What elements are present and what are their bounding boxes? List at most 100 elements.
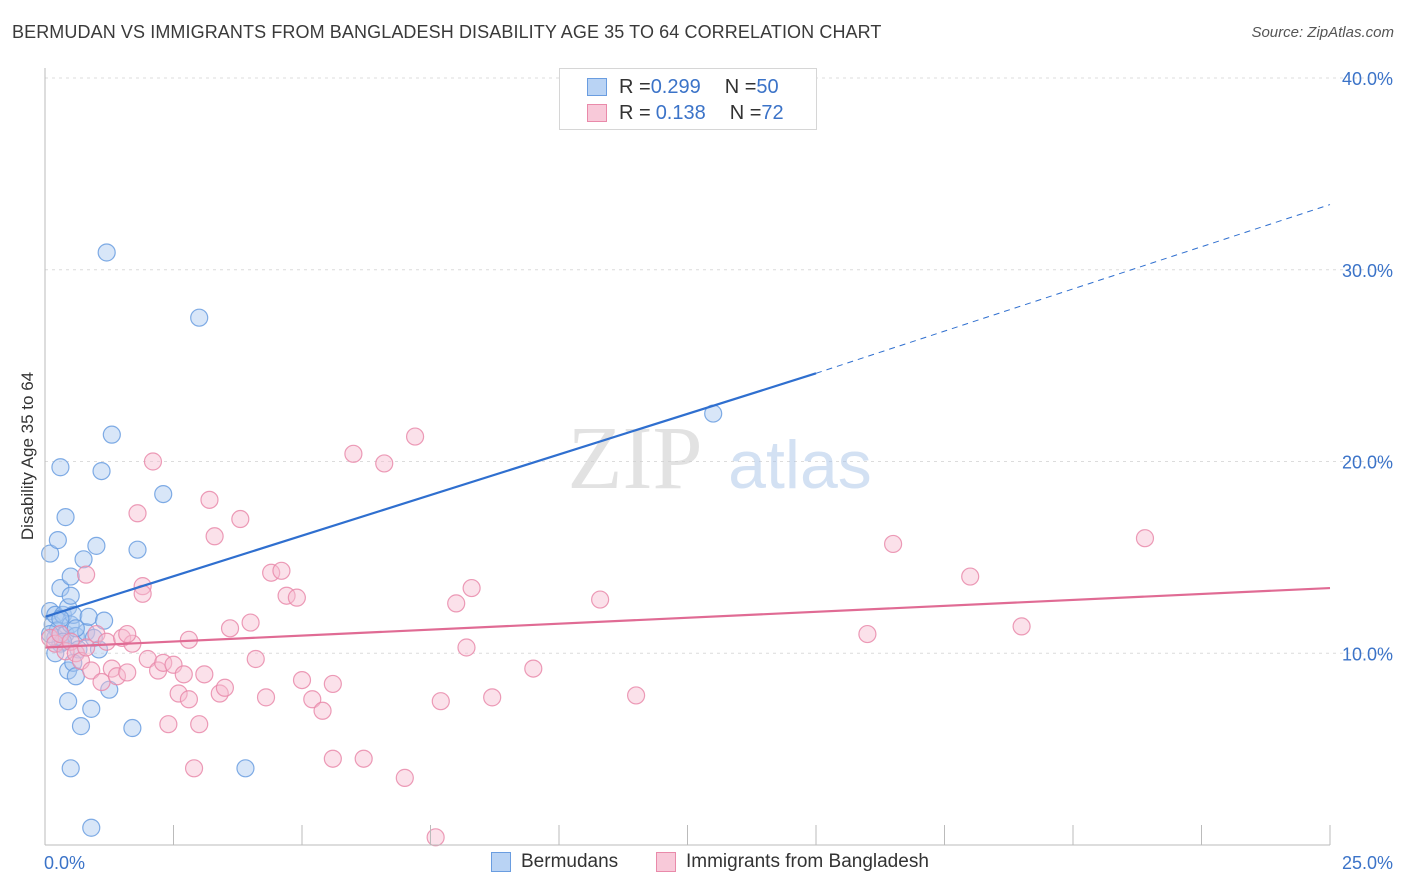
bermudans-point	[51, 578, 70, 598]
bangladesh-point	[205, 527, 224, 546]
bangladesh-point	[210, 684, 229, 703]
r-label: R =	[619, 101, 651, 124]
bermudans-point	[66, 667, 85, 686]
bangladesh-point	[626, 686, 646, 705]
bangladesh-point	[961, 567, 980, 586]
bangladesh-point	[231, 509, 250, 529]
y-axis-title: Disability Age 35 to 64	[18, 371, 37, 541]
bermudans-point	[128, 540, 147, 559]
bermudans-point	[82, 818, 101, 837]
bangladesh-point	[591, 590, 610, 609]
bangladesh-point	[858, 624, 877, 644]
bermudans-point	[51, 609, 70, 628]
y-tick-label: 40.0%	[1342, 69, 1393, 89]
bangladesh-point	[272, 561, 291, 580]
bangladesh-point	[405, 427, 425, 446]
bangladesh-point	[426, 828, 445, 847]
bangladesh-point	[107, 667, 127, 686]
chart-title: BERMUDAN VS IMMIGRANTS FROM BANGLADESH D…	[12, 22, 882, 42]
bermudans-point	[95, 611, 114, 630]
bangladesh-point	[323, 749, 342, 768]
bermudans-point	[74, 550, 93, 569]
bangladesh-point	[82, 661, 101, 680]
bangladesh-point	[195, 665, 214, 684]
bangladesh-point	[179, 690, 199, 709]
x-tick-label: 0.0%	[44, 853, 85, 873]
bermudans-point	[59, 692, 78, 711]
y-tick-label: 20.0%	[1342, 453, 1393, 473]
bangladesh-point	[159, 715, 178, 734]
bermudans-point	[87, 536, 106, 555]
bermudans-point	[102, 425, 121, 444]
bangladesh-point	[51, 624, 70, 644]
bangladesh-point	[1135, 529, 1155, 548]
bangladesh-point	[1012, 617, 1031, 636]
bermudans-point	[71, 717, 91, 736]
bermudans-point	[61, 586, 80, 605]
bangladesh-point	[174, 665, 193, 684]
y-tick-label: 10.0%	[1342, 644, 1393, 664]
bangladesh-point	[215, 678, 234, 697]
n-value: 72	[761, 101, 784, 124]
watermark-atlas: atlas	[728, 427, 872, 503]
n-value: 50	[756, 75, 779, 98]
bermudans-point	[61, 567, 80, 586]
bangladesh-point	[87, 624, 106, 644]
bangladesh-point	[462, 578, 481, 598]
bangladesh-point	[447, 594, 466, 613]
bangladesh-point	[77, 565, 96, 584]
bangladesh-point	[375, 454, 394, 473]
bangladesh-point	[77, 638, 96, 657]
bermudans-point	[97, 243, 116, 262]
bermudans-point	[100, 680, 119, 699]
bangladesh-point	[143, 452, 163, 471]
bangladesh-point	[118, 663, 137, 682]
n-label: N =	[724, 75, 757, 98]
legend-item-bangladesh[interactable]: Immigrants from Bangladesh	[656, 851, 929, 873]
source-label: Source: ZipAtlas.com	[1251, 24, 1394, 41]
bangladesh-point	[303, 690, 322, 709]
legend-label-bangladesh: Immigrants from Bangladesh	[686, 851, 929, 872]
bangladesh-point	[169, 684, 188, 703]
bermudans-point	[61, 759, 80, 778]
bermudans-point	[190, 308, 209, 327]
bermudans-point	[56, 508, 75, 527]
bermudans-point	[154, 484, 173, 504]
bangladesh-point	[138, 649, 157, 669]
bangladesh-swatch	[587, 104, 607, 122]
bermudans-trend-extension	[815, 204, 1331, 374]
bermudans-point	[92, 461, 111, 481]
bangladesh-point	[354, 749, 373, 768]
bangladesh-point	[97, 632, 116, 651]
bangladesh-point	[323, 674, 342, 694]
bangladesh-point	[883, 534, 903, 554]
bangladesh-point	[313, 701, 332, 720]
bermudans-swatch	[587, 78, 607, 96]
bangladesh-point	[200, 490, 219, 509]
bangladesh-point	[246, 649, 265, 669]
bermudans-legend-swatch	[491, 852, 511, 872]
r-value: 0.299	[650, 75, 701, 98]
bermudans-point	[79, 607, 98, 626]
bermudans-point	[48, 531, 67, 550]
legend-item-bermudans[interactable]: Bermudans	[491, 851, 618, 873]
watermark-zip: ZIP	[568, 409, 703, 508]
n-label: N =	[729, 101, 762, 124]
bangladesh-point	[524, 659, 543, 678]
bangladesh-point	[395, 768, 414, 787]
bangladesh-point	[256, 688, 276, 707]
bermudans-point	[236, 759, 255, 778]
bangladesh-point	[431, 692, 450, 711]
stats-legend-row-bermudans: R = 0.299 N = 50	[560, 74, 779, 100]
bangladesh-trend-line	[44, 586, 1331, 649]
bermudans-point	[51, 458, 70, 477]
bermudans-point	[123, 718, 142, 738]
bermudans-trend-line	[44, 372, 817, 618]
bangladesh-point	[220, 619, 240, 638]
y-tick-label: 30.0%	[1342, 261, 1393, 281]
bangladesh-legend-swatch	[656, 852, 676, 872]
r-label: R =	[619, 75, 651, 98]
stats-legend: R = 0.299 N = 50 R = 0.138 N = 72	[559, 68, 817, 130]
x-tick-label: 25.0%	[1342, 853, 1393, 873]
